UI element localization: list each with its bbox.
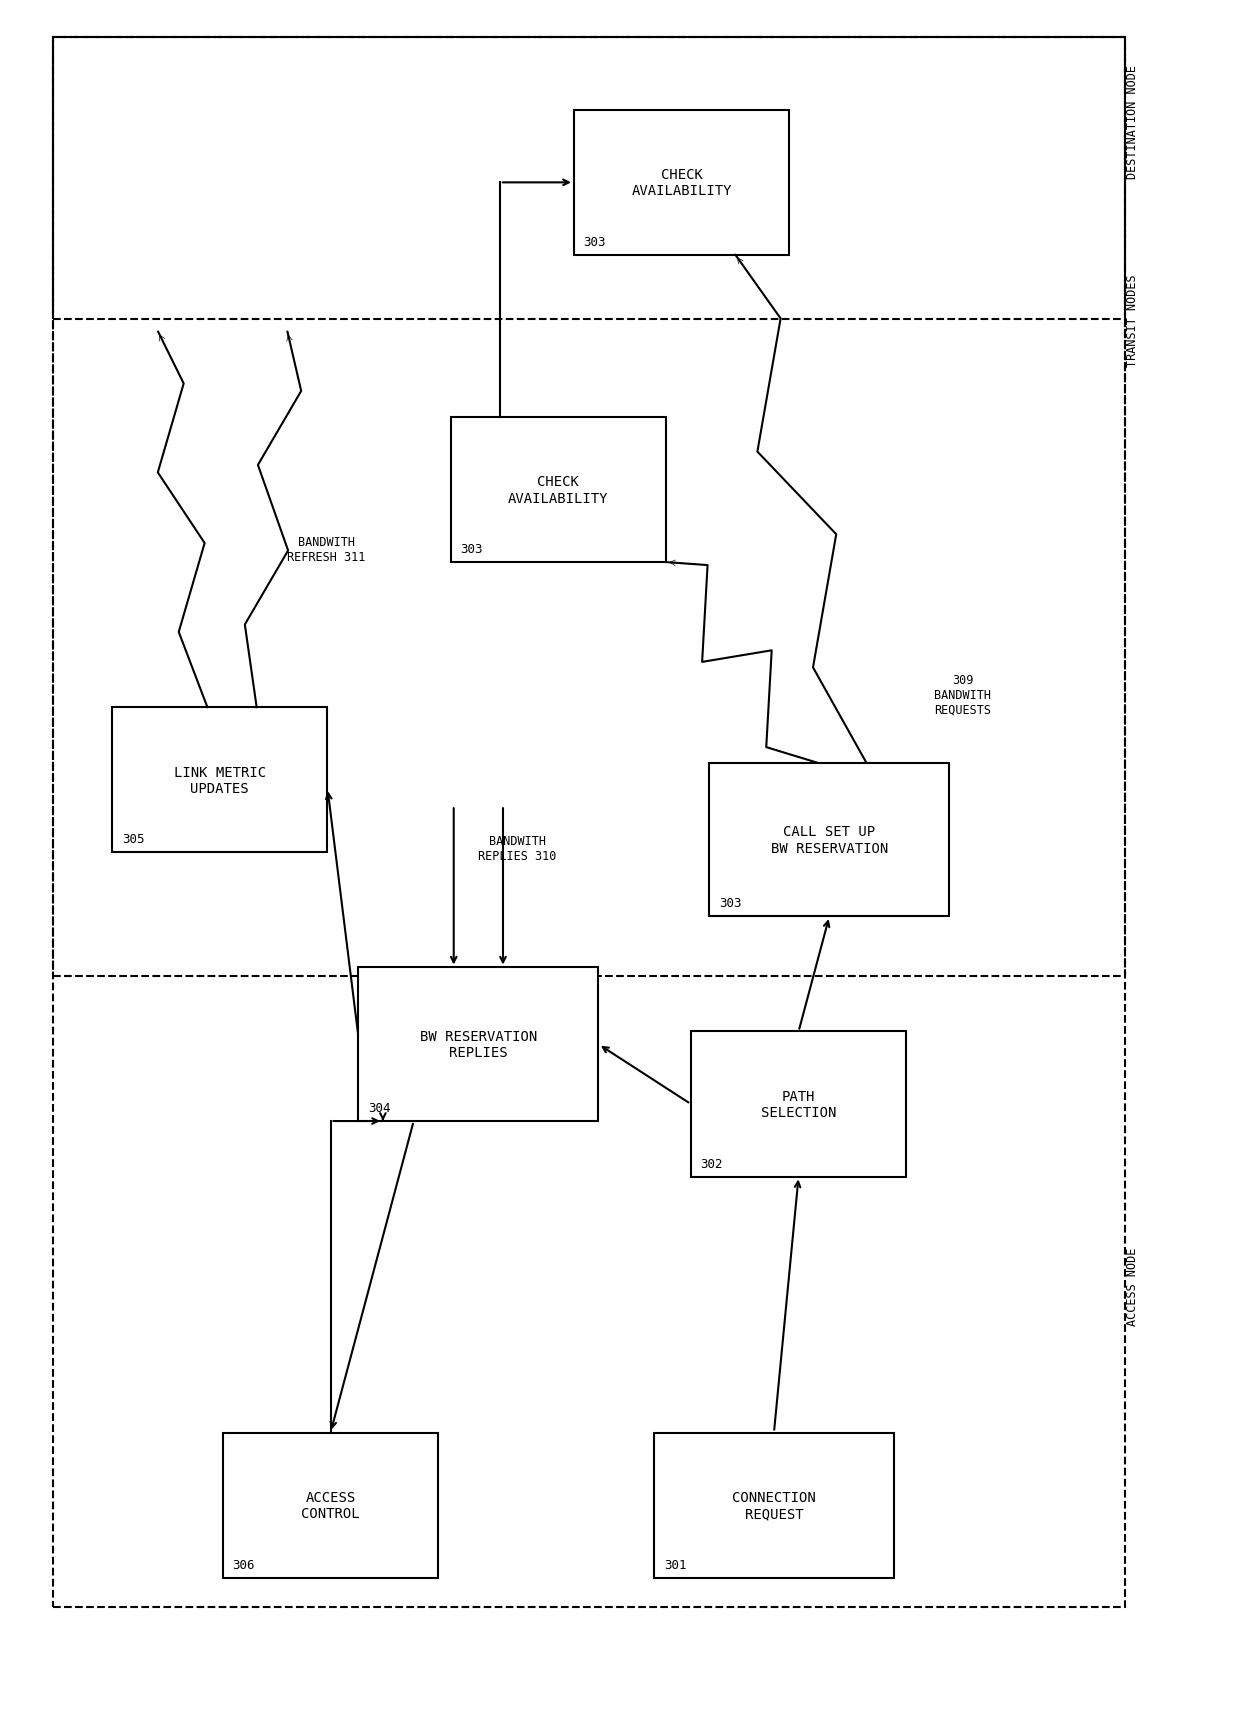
Text: 309
BANDWITH
REQUESTS: 309 BANDWITH REQUESTS [934, 674, 991, 716]
FancyBboxPatch shape [112, 708, 327, 854]
Text: 301: 301 [663, 1558, 686, 1570]
FancyBboxPatch shape [358, 968, 599, 1121]
Text: 306: 306 [233, 1558, 255, 1570]
Text: BANDWITH
REPLIES 310: BANDWITH REPLIES 310 [479, 835, 557, 862]
Text: 303: 303 [460, 543, 484, 555]
Text: TRANSIT NODES: TRANSIT NODES [1126, 274, 1138, 367]
Text: BANDWITH
REFRESH 311: BANDWITH REFRESH 311 [288, 536, 366, 564]
Text: 304: 304 [368, 1102, 391, 1114]
Text: ACCESS NODE: ACCESS NODE [1126, 1246, 1138, 1325]
Text: PATH
SELECTION: PATH SELECTION [761, 1088, 836, 1119]
FancyBboxPatch shape [709, 763, 950, 917]
Text: 303: 303 [584, 237, 606, 249]
FancyBboxPatch shape [450, 418, 666, 562]
Text: 302: 302 [701, 1157, 723, 1171]
Text: ACCESS
CONTROL: ACCESS CONTROL [301, 1489, 360, 1520]
Text: LINK METRIC
UPDATES: LINK METRIC UPDATES [174, 764, 265, 795]
Text: CONNECTION
REQUEST: CONNECTION REQUEST [732, 1489, 816, 1520]
Text: CHECK
AVAILABILITY: CHECK AVAILABILITY [508, 475, 609, 506]
Text: DESTINATION NODE: DESTINATION NODE [1126, 65, 1138, 178]
Text: BW RESERVATION
REPLIES: BW RESERVATION REPLIES [419, 1030, 537, 1059]
FancyBboxPatch shape [223, 1433, 438, 1577]
FancyBboxPatch shape [574, 111, 790, 255]
FancyBboxPatch shape [653, 1433, 894, 1577]
Text: 305: 305 [122, 833, 144, 847]
Text: CALL SET UP
BW RESERVATION: CALL SET UP BW RESERVATION [771, 824, 888, 855]
Text: CHECK
AVAILABILITY: CHECK AVAILABILITY [631, 168, 732, 199]
Text: 303: 303 [719, 896, 742, 910]
FancyBboxPatch shape [691, 1032, 906, 1178]
